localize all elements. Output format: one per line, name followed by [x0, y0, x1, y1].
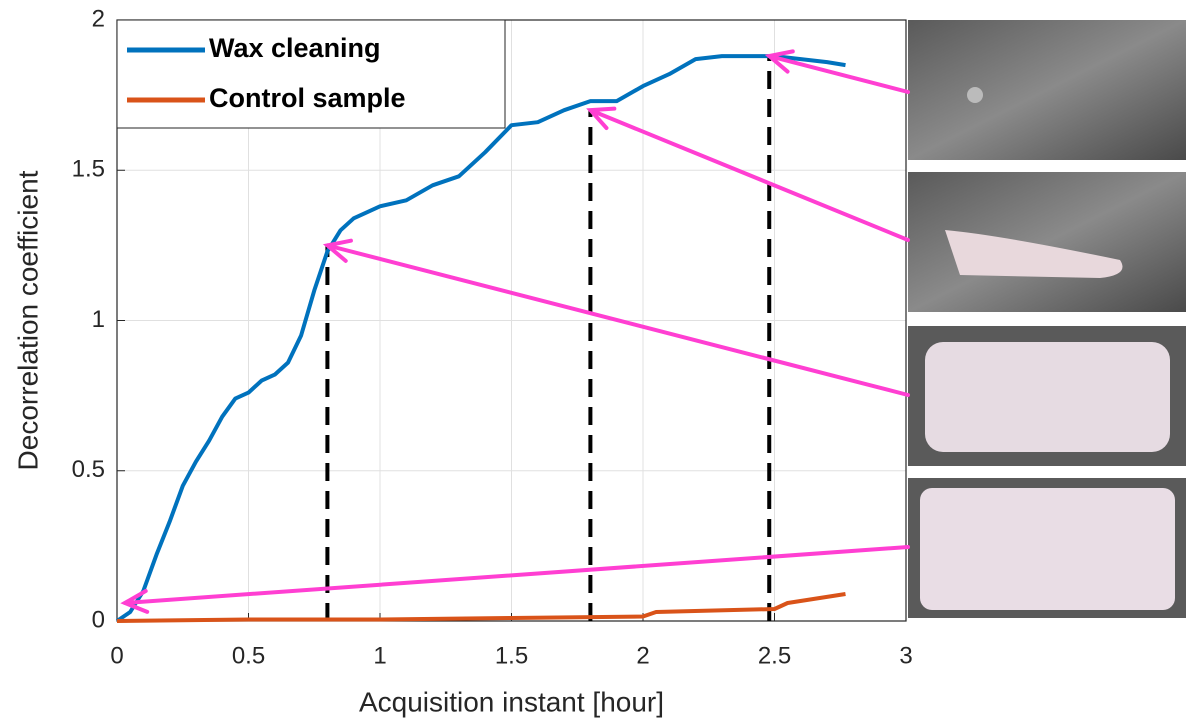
y-tick-label: 2 [92, 5, 105, 32]
x-tick-label: 2 [636, 642, 649, 669]
x-tick-label: 1.5 [495, 642, 528, 669]
x-tick-label: 3 [899, 642, 912, 669]
arrow [586, 106, 910, 242]
wax-area [925, 342, 1170, 452]
x-tick-label: 0.5 [232, 642, 265, 669]
x-axis-label: Acquisition instant [hour] [359, 686, 664, 717]
legend: Wax cleaning Control sample [116, 19, 506, 129]
x-tick-label: 1 [373, 642, 386, 669]
photos [908, 20, 1186, 618]
arrow [322, 238, 910, 397]
axes-box [116, 19, 907, 622]
plot: 0 0.5 1 1.5 2 2.5 3 0 0.5 1 1.5 2 Acquisition instan… [12, 5, 912, 717]
x-tick-label: 2.5 [758, 642, 791, 669]
y-tick-label: 0 [92, 606, 105, 633]
legend-label: Wax cleaning [209, 33, 381, 63]
legend-box [116, 19, 506, 129]
photo [908, 20, 1186, 160]
wax-smear [945, 230, 1123, 278]
bubble [967, 87, 983, 103]
y-tick-label: 0.5 [72, 456, 105, 483]
arrow [120, 545, 910, 614]
x-tick-label: 0 [110, 642, 123, 669]
data-line [116, 592, 846, 623]
y-tick-label: 1.5 [72, 156, 105, 183]
legend-label: Control sample [209, 83, 406, 113]
arrow [764, 49, 910, 94]
wax-area [920, 488, 1175, 610]
y-axis-label: Decorrelation coefficient [12, 170, 43, 470]
data-line [115, 54, 846, 623]
y-tick-label: 1 [92, 306, 105, 333]
